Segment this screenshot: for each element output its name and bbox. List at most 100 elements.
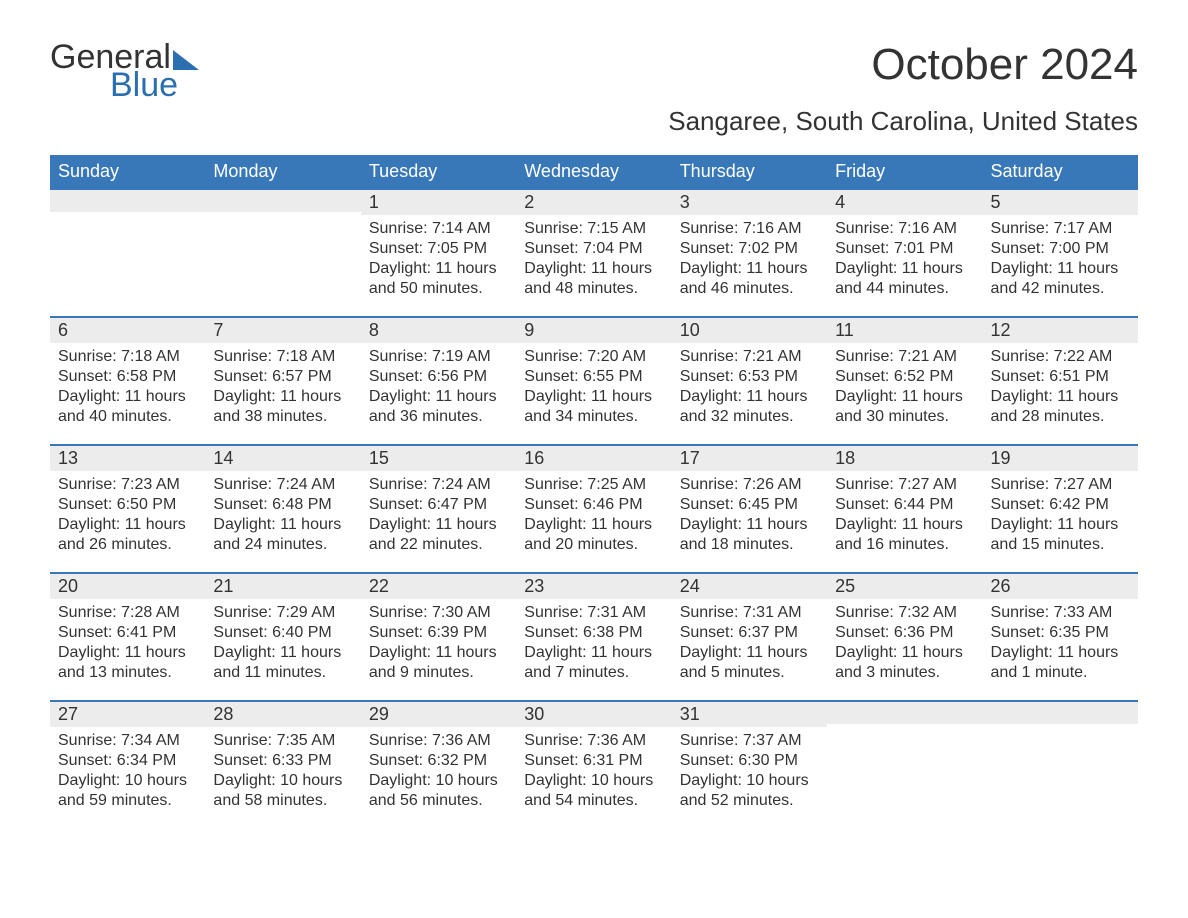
day-details: Sunrise: 7:21 AMSunset: 6:52 PMDaylight:…	[827, 343, 982, 433]
day-details: Sunrise: 7:22 AMSunset: 6:51 PMDaylight:…	[983, 343, 1138, 433]
calendar-day-cell: 8Sunrise: 7:19 AMSunset: 6:56 PMDaylight…	[361, 316, 516, 444]
calendar-day-cell: 30Sunrise: 7:36 AMSunset: 6:31 PMDayligh…	[516, 700, 671, 828]
day-detail-line: Daylight: 10 hours	[524, 771, 663, 791]
month-title: October 2024	[668, 40, 1138, 90]
day-detail-line: Sunrise: 7:26 AM	[680, 475, 819, 495]
calendar-day-cell: 15Sunrise: 7:24 AMSunset: 6:47 PMDayligh…	[361, 444, 516, 572]
day-detail-line: and 16 minutes.	[835, 535, 974, 555]
day-details: Sunrise: 7:24 AMSunset: 6:48 PMDaylight:…	[205, 471, 360, 561]
day-details: Sunrise: 7:16 AMSunset: 7:02 PMDaylight:…	[672, 215, 827, 305]
day-details: Sunrise: 7:32 AMSunset: 6:36 PMDaylight:…	[827, 599, 982, 689]
day-details	[983, 724, 1138, 734]
day-detail-line: Sunrise: 7:29 AM	[213, 603, 352, 623]
day-number: 9	[516, 316, 671, 343]
day-detail-line: Daylight: 11 hours	[680, 387, 819, 407]
day-detail-line: Sunset: 6:36 PM	[835, 623, 974, 643]
day-detail-line: Sunrise: 7:18 AM	[213, 347, 352, 367]
day-number: 24	[672, 572, 827, 599]
day-detail-line: Sunrise: 7:34 AM	[58, 731, 197, 751]
day-number: 19	[983, 444, 1138, 471]
day-detail-line: Sunset: 6:34 PM	[58, 751, 197, 771]
day-number: 6	[50, 316, 205, 343]
day-detail-line: Sunset: 6:33 PM	[213, 751, 352, 771]
calendar-day-cell: 19Sunrise: 7:27 AMSunset: 6:42 PMDayligh…	[983, 444, 1138, 572]
day-details: Sunrise: 7:17 AMSunset: 7:00 PMDaylight:…	[983, 215, 1138, 305]
day-number: 17	[672, 444, 827, 471]
day-detail-line: and 56 minutes.	[369, 791, 508, 811]
day-detail-line: Daylight: 11 hours	[369, 643, 508, 663]
day-number: 31	[672, 700, 827, 727]
day-detail-line: Sunset: 6:38 PM	[524, 623, 663, 643]
calendar-day-cell: 22Sunrise: 7:30 AMSunset: 6:39 PMDayligh…	[361, 572, 516, 700]
day-number	[827, 700, 982, 724]
calendar-day-cell: 29Sunrise: 7:36 AMSunset: 6:32 PMDayligh…	[361, 700, 516, 828]
day-detail-line: Daylight: 11 hours	[680, 259, 819, 279]
day-detail-line: and 59 minutes.	[58, 791, 197, 811]
calendar-week-row: 1Sunrise: 7:14 AMSunset: 7:05 PMDaylight…	[50, 188, 1138, 316]
day-detail-line: Sunrise: 7:27 AM	[835, 475, 974, 495]
day-detail-line: Sunrise: 7:24 AM	[213, 475, 352, 495]
day-details	[50, 212, 205, 222]
day-details: Sunrise: 7:30 AMSunset: 6:39 PMDaylight:…	[361, 599, 516, 689]
day-detail-line: Sunset: 7:05 PM	[369, 239, 508, 259]
day-detail-line: Sunset: 6:55 PM	[524, 367, 663, 387]
day-detail-line: Sunrise: 7:22 AM	[991, 347, 1130, 367]
weekday-header: Sunday	[50, 155, 205, 188]
day-detail-line: Sunset: 6:58 PM	[58, 367, 197, 387]
day-details: Sunrise: 7:18 AMSunset: 6:57 PMDaylight:…	[205, 343, 360, 433]
day-details: Sunrise: 7:21 AMSunset: 6:53 PMDaylight:…	[672, 343, 827, 433]
calendar-day-cell	[983, 700, 1138, 828]
day-details: Sunrise: 7:36 AMSunset: 6:31 PMDaylight:…	[516, 727, 671, 817]
calendar-day-cell: 11Sunrise: 7:21 AMSunset: 6:52 PMDayligh…	[827, 316, 982, 444]
calendar-day-cell: 9Sunrise: 7:20 AMSunset: 6:55 PMDaylight…	[516, 316, 671, 444]
calendar-day-cell: 18Sunrise: 7:27 AMSunset: 6:44 PMDayligh…	[827, 444, 982, 572]
day-detail-line: Sunset: 6:57 PM	[213, 367, 352, 387]
day-detail-line: Sunset: 7:04 PM	[524, 239, 663, 259]
day-number: 3	[672, 188, 827, 215]
day-detail-line: Sunset: 6:39 PM	[369, 623, 508, 643]
day-detail-line: Sunrise: 7:21 AM	[835, 347, 974, 367]
day-detail-line: Sunset: 6:47 PM	[369, 495, 508, 515]
location-subtitle: Sangaree, South Carolina, United States	[668, 106, 1138, 137]
calendar-day-cell: 27Sunrise: 7:34 AMSunset: 6:34 PMDayligh…	[50, 700, 205, 828]
day-detail-line: Daylight: 11 hours	[524, 515, 663, 535]
day-detail-line: and 5 minutes.	[680, 663, 819, 683]
day-number: 16	[516, 444, 671, 471]
day-number: 11	[827, 316, 982, 343]
day-details: Sunrise: 7:31 AMSunset: 6:37 PMDaylight:…	[672, 599, 827, 689]
day-detail-line: Daylight: 11 hours	[213, 515, 352, 535]
day-detail-line: Daylight: 11 hours	[369, 515, 508, 535]
day-detail-line: Sunset: 6:56 PM	[369, 367, 508, 387]
day-detail-line: Sunset: 6:51 PM	[991, 367, 1130, 387]
day-number	[205, 188, 360, 212]
weekday-header: Monday	[205, 155, 360, 188]
day-details	[827, 724, 982, 734]
day-details: Sunrise: 7:15 AMSunset: 7:04 PMDaylight:…	[516, 215, 671, 305]
day-number	[983, 700, 1138, 724]
day-detail-line: Sunrise: 7:16 AM	[835, 219, 974, 239]
day-detail-line: Sunset: 6:46 PM	[524, 495, 663, 515]
day-detail-line: Sunrise: 7:31 AM	[524, 603, 663, 623]
calendar-day-cell: 16Sunrise: 7:25 AMSunset: 6:46 PMDayligh…	[516, 444, 671, 572]
day-detail-line: Sunset: 6:40 PM	[213, 623, 352, 643]
day-detail-line: Daylight: 11 hours	[524, 387, 663, 407]
day-detail-line: and 32 minutes.	[680, 407, 819, 427]
day-detail-line: and 34 minutes.	[524, 407, 663, 427]
calendar-day-cell: 4Sunrise: 7:16 AMSunset: 7:01 PMDaylight…	[827, 188, 982, 316]
day-detail-line: and 15 minutes.	[991, 535, 1130, 555]
day-detail-line: Daylight: 11 hours	[58, 387, 197, 407]
calendar-day-cell: 7Sunrise: 7:18 AMSunset: 6:57 PMDaylight…	[205, 316, 360, 444]
day-detail-line: and 40 minutes.	[58, 407, 197, 427]
day-detail-line: Sunrise: 7:28 AM	[58, 603, 197, 623]
calendar-day-cell	[827, 700, 982, 828]
day-detail-line: Sunrise: 7:17 AM	[991, 219, 1130, 239]
day-detail-line: and 46 minutes.	[680, 279, 819, 299]
weekday-header: Wednesday	[516, 155, 671, 188]
day-detail-line: and 20 minutes.	[524, 535, 663, 555]
logo-text-blue: Blue	[110, 68, 199, 102]
day-detail-line: and 28 minutes.	[991, 407, 1130, 427]
day-detail-line: Sunrise: 7:14 AM	[369, 219, 508, 239]
calendar-day-cell: 28Sunrise: 7:35 AMSunset: 6:33 PMDayligh…	[205, 700, 360, 828]
day-details	[205, 212, 360, 222]
day-detail-line: Sunrise: 7:23 AM	[58, 475, 197, 495]
